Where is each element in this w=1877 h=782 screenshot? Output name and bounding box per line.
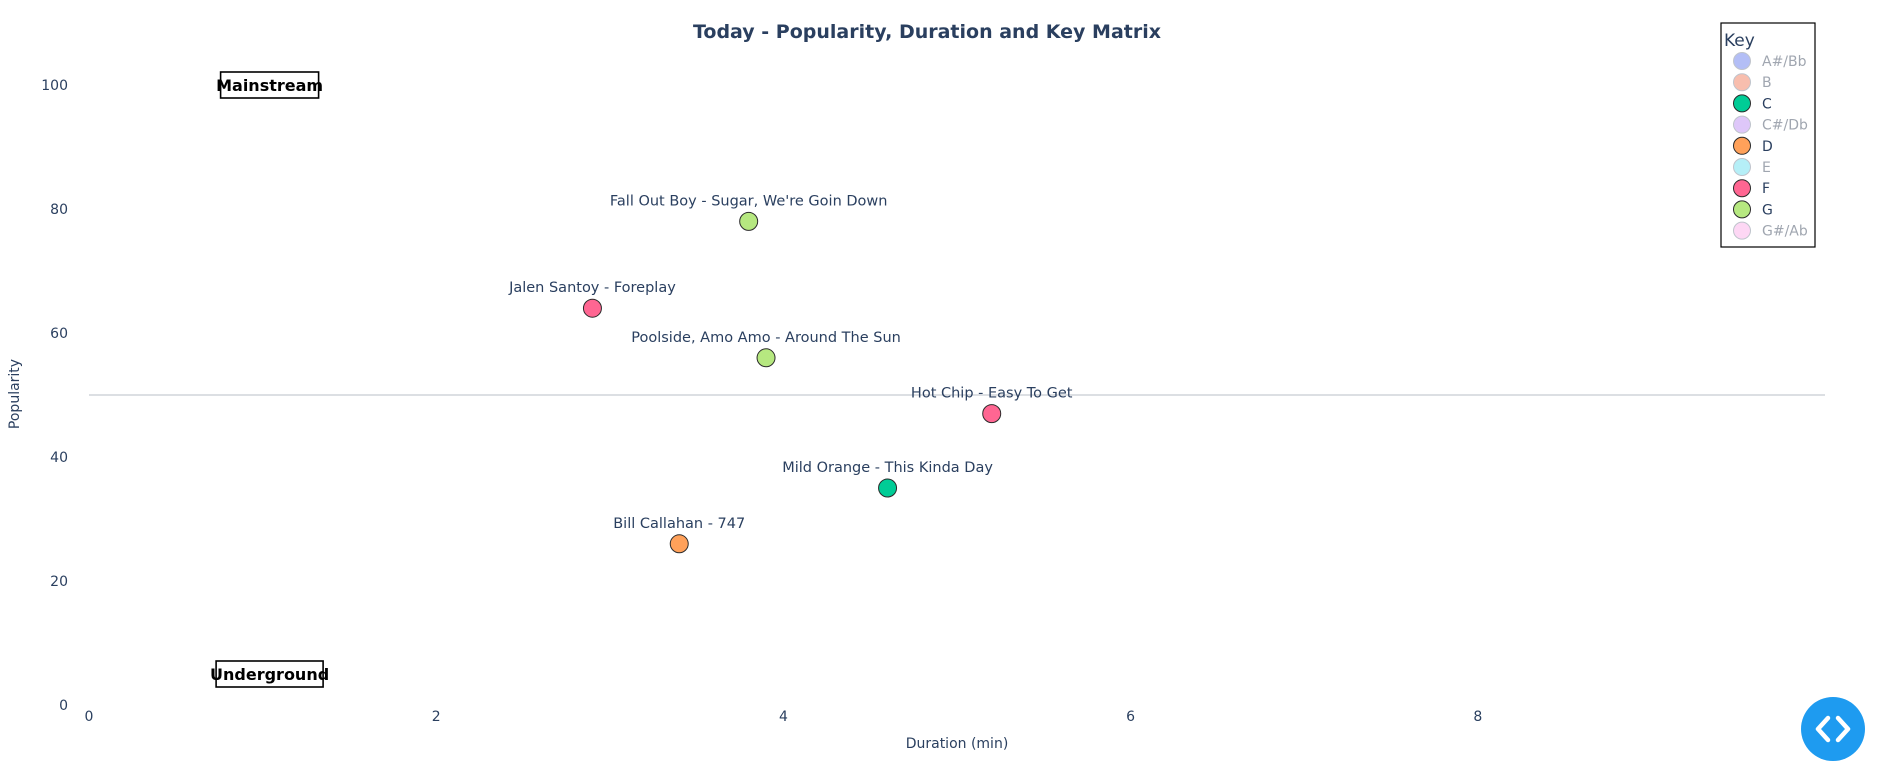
y-tick-label: 60 — [50, 326, 68, 342]
legend-marker — [1733, 221, 1751, 240]
x-tick-label: 8 — [1473, 709, 1482, 725]
annotation-text: Mainstream — [216, 76, 323, 95]
legend-label: C — [1762, 96, 1772, 112]
y-tick-label: 0 — [59, 698, 68, 714]
legend-marker — [1733, 200, 1751, 219]
legend-label: G — [1762, 202, 1773, 218]
legend-item[interactable]: C#/Db — [1733, 115, 1809, 134]
legend-item[interactable]: G — [1733, 200, 1773, 219]
data-point[interactable] — [756, 348, 776, 368]
y-tick-label: 40 — [50, 450, 68, 466]
code-brackets-icon — [1815, 715, 1851, 743]
legend-marker — [1733, 52, 1751, 70]
data-point-label: Fall Out Boy - Sugar, We're Goin Down — [610, 193, 888, 209]
legend-item[interactable]: D — [1733, 136, 1773, 155]
data-point-label: Jalen Santoy - Foreplay — [508, 280, 676, 296]
annotation-text: Underground — [210, 665, 329, 684]
legend-label: E — [1762, 160, 1771, 176]
data-point[interactable] — [669, 534, 689, 554]
legend-item[interactable]: C — [1733, 94, 1773, 113]
legend-marker — [1733, 179, 1751, 198]
legend-marker — [1733, 73, 1751, 92]
x-tick-label: 2 — [432, 709, 441, 725]
data-point-label: Hot Chip - Easy To Get — [911, 386, 1073, 402]
x-axis-title: Duration (min) — [906, 736, 1009, 752]
data-point[interactable] — [982, 404, 1002, 424]
annotation-box — [215, 660, 324, 688]
y-axis-title: Popularity — [7, 359, 23, 429]
legend-label: C#/Db — [1762, 118, 1808, 134]
y-tick-label: 20 — [50, 574, 68, 590]
data-point-label: Mild Orange - This Kinda Day — [782, 460, 993, 476]
legend-marker — [1733, 136, 1751, 155]
legend-label: B — [1762, 75, 1772, 91]
legend-item[interactable]: G#/Ab — [1733, 221, 1808, 240]
quadrant-annotation: Underground — [210, 660, 329, 688]
data-point[interactable] — [582, 298, 602, 318]
x-tick-label: 6 — [1126, 709, 1135, 725]
data-point[interactable] — [878, 478, 898, 498]
legend-marker — [1733, 115, 1751, 134]
chart-title: Today - Popularity, Duration and Key Mat… — [693, 21, 1161, 43]
code-view-button[interactable] — [1801, 697, 1865, 761]
legend-item[interactable]: F — [1733, 179, 1771, 198]
x-tick-label: 4 — [779, 709, 788, 725]
legend-item[interactable]: B — [1733, 73, 1772, 92]
x-tick-label: 0 — [85, 709, 94, 725]
legend-label: G#/Ab — [1762, 224, 1808, 240]
legend-marker — [1733, 94, 1751, 113]
legend-label: A#/Bb — [1762, 54, 1807, 70]
legend-item[interactable]: A#/Bb — [1733, 52, 1807, 71]
data-point-label: Poolside, Amo Amo - Around The Sun — [631, 330, 901, 346]
data-point-label: Bill Callahan - 747 — [613, 516, 745, 532]
y-tick-label: 80 — [50, 202, 68, 218]
data-point[interactable] — [739, 211, 759, 231]
legend-label: F — [1762, 181, 1770, 197]
quadrant-annotation: Mainstream — [216, 71, 323, 99]
legend-marker — [1733, 158, 1751, 176]
y-tick-label: 100 — [41, 78, 68, 94]
annotation-box — [219, 71, 320, 99]
legend-title: Key — [1724, 31, 1755, 51]
legend-item[interactable]: E — [1733, 158, 1771, 177]
legend-label: D — [1762, 139, 1773, 155]
